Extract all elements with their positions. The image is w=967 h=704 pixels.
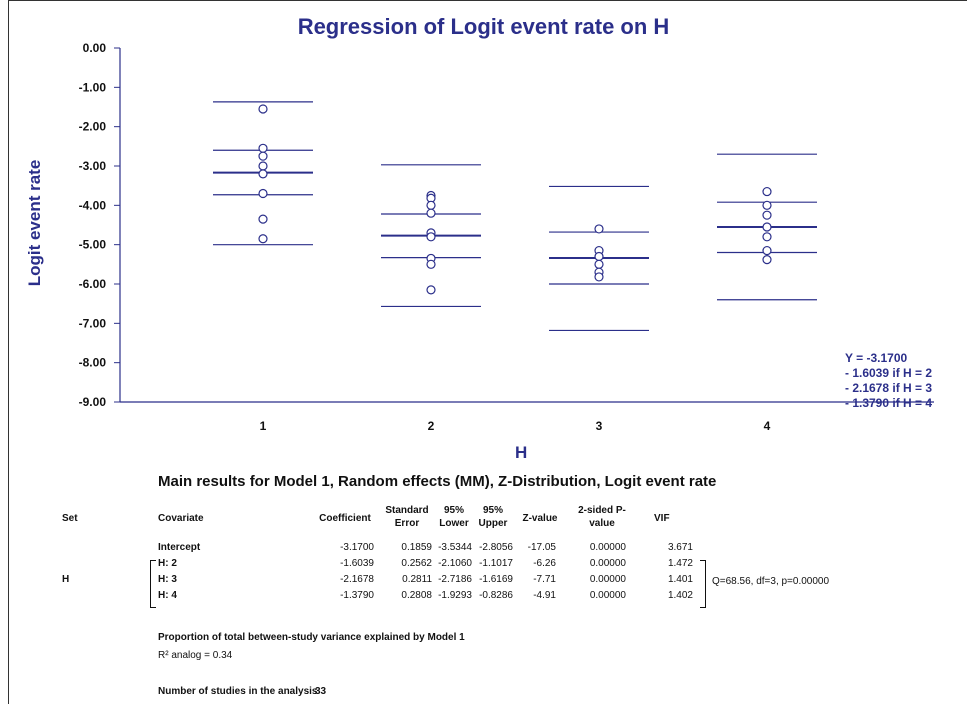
study-point xyxy=(258,234,268,244)
x-axis-label: H xyxy=(515,443,528,462)
header-covariate: Covariate xyxy=(158,513,204,524)
table-cell-se: 0.2811 xyxy=(402,574,432,585)
x-tick-label: 1 xyxy=(260,419,267,433)
study-point xyxy=(258,169,268,179)
study-point xyxy=(762,200,772,210)
study-point xyxy=(762,255,772,265)
figure-frame xyxy=(8,0,967,704)
table-cell-covariate: H: 2 xyxy=(158,558,177,569)
chart-title: Regression of Logit event rate on H xyxy=(297,14,670,39)
studies-label: Number of studies in the analysis xyxy=(158,686,318,697)
study-point xyxy=(258,104,268,114)
y-tick-label: -5.00 xyxy=(79,238,107,252)
set-bracket-left xyxy=(150,560,156,608)
study-point xyxy=(594,224,604,234)
table-cell-z: -17.05 xyxy=(527,542,556,553)
variance-heading: Proportion of total between-study varian… xyxy=(158,632,465,643)
table-cell-z: -4.91 xyxy=(533,590,556,601)
study-point xyxy=(426,200,436,210)
table-cell-coefficient: -1.6039 xyxy=(340,558,374,569)
table-cell-lower: -3.5344 xyxy=(438,542,472,553)
table-cell-p: 0.00000 xyxy=(589,558,626,569)
table-cell-z: -7.71 xyxy=(533,574,556,585)
study-point xyxy=(258,151,268,161)
table-cell-lower: -2.1060 xyxy=(438,558,472,569)
table-cell-covariate: Intercept xyxy=(158,542,201,553)
set-bracket-right xyxy=(700,560,706,608)
table-cell-coefficient: -3.1700 xyxy=(340,542,374,553)
table-cell-set: H xyxy=(62,574,70,585)
study-point xyxy=(762,210,772,220)
study-point xyxy=(426,208,436,218)
study-point xyxy=(426,285,436,295)
study-point xyxy=(258,161,268,171)
table-cell-se: 0.2562 xyxy=(401,558,432,569)
study-point xyxy=(762,186,772,197)
header-vif: VIF xyxy=(654,513,670,524)
table-cell-upper: -1.6169 xyxy=(479,574,513,585)
header-set: Set xyxy=(62,513,78,524)
table-cell-p: 0.00000 xyxy=(589,574,626,585)
x-tick-label: 4 xyxy=(764,419,771,433)
regression-plot: 0.00 -1.00 -2.00 -3.00 -4.00 -5.00 -6.00 -7.00 -… xyxy=(79,41,934,433)
equation-line: - 1.6039 if H = 2 xyxy=(845,366,933,380)
table-cell-se: 0.1859 xyxy=(401,542,432,553)
header-z-value: Z-value xyxy=(522,513,558,524)
study-point xyxy=(426,259,436,269)
y-tick-label: -1.00 xyxy=(79,80,107,94)
table-cell-lower: -2.7186 xyxy=(438,574,472,585)
table-cell-p: 0.00000 xyxy=(589,590,626,601)
y-tick-label: 0.00 xyxy=(83,41,107,55)
r2-analog: R² analog = 0.34 xyxy=(158,650,233,661)
table-cell-vif: 1.472 xyxy=(667,558,693,569)
regression-equation: Y = -3.1700 - 1.6039 if H = 2 - 2.1678 i… xyxy=(845,351,932,411)
table-cell-lower: -1.9293 xyxy=(438,590,472,601)
header-coefficient: Coefficient xyxy=(319,513,371,524)
table-cell-coefficient: -2.1678 xyxy=(340,574,374,585)
y-tick-label: -9.00 xyxy=(79,395,107,409)
table-cell-upper: -2.8056 xyxy=(479,542,513,553)
table-cell-vif: 1.402 xyxy=(667,590,693,601)
study-point xyxy=(426,232,436,242)
table-cell-upper: -1.1017 xyxy=(479,558,513,569)
table-cell-p: 0.00000 xyxy=(589,542,626,553)
table-cell-upper: -0.8286 xyxy=(479,590,513,601)
study-point xyxy=(258,188,268,199)
table-cell-vif: 1.401 xyxy=(667,574,693,585)
equation-line: - 2.1678 if H = 3 xyxy=(845,381,933,395)
study-point xyxy=(594,272,604,282)
header-p-value: 2-sided P-value xyxy=(578,505,626,529)
table-cell-coefficient: -1.3790 xyxy=(340,590,374,601)
y-tick-label: -3.00 xyxy=(79,159,107,173)
table-cell-se: 0.2808 xyxy=(401,590,432,601)
table-cell-covariate: H: 3 xyxy=(158,574,177,585)
study-point xyxy=(762,232,772,242)
study-point xyxy=(258,214,268,224)
study-point xyxy=(258,143,268,153)
header-standard-error: Standard Error xyxy=(385,505,429,529)
table-cell-vif: 3.671 xyxy=(667,542,693,553)
header-95-upper: 95% Upper xyxy=(478,505,508,529)
y-tick-label: -4.00 xyxy=(79,198,107,212)
y-tick-label: -6.00 xyxy=(79,277,107,291)
studies-count: 33 xyxy=(315,686,327,697)
study-point xyxy=(594,251,604,262)
table-cell-z: -6.26 xyxy=(533,558,556,569)
equation-line: - 1.3790 if H = 4 xyxy=(845,396,933,410)
equation-line: Y = -3.1700 xyxy=(845,351,908,365)
study-point xyxy=(762,222,772,232)
results-title: Main results for Model 1, Random effects… xyxy=(158,473,717,490)
x-tick-label: 3 xyxy=(596,419,603,433)
table-cell-covariate: H: 4 xyxy=(158,590,177,601)
study-point xyxy=(762,245,772,256)
y-tick-label: -8.00 xyxy=(79,356,107,370)
x-tick-label: 2 xyxy=(428,419,435,433)
y-tick-label: -2.00 xyxy=(79,120,107,134)
y-tick-label: -7.00 xyxy=(79,316,107,330)
q-test: Q=68.56, df=3, p=0.00000 xyxy=(712,576,830,587)
header-95-lower: 95% Lower xyxy=(439,505,469,529)
study-point xyxy=(594,259,604,269)
